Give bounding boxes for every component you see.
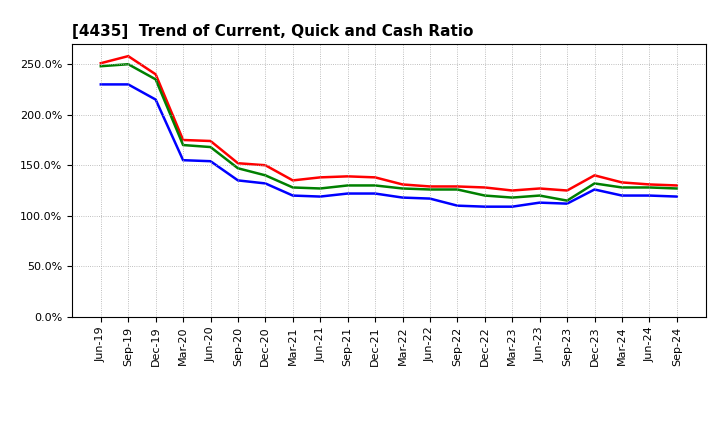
Quick Ratio: [261, 173, 270, 178]
Cash Ratio: [261, 181, 270, 186]
Quick Ratio: [96, 64, 105, 69]
Quick Ratio: [508, 195, 516, 200]
Current Ratio: [590, 173, 599, 178]
Quick Ratio: [563, 198, 572, 203]
Cash Ratio: [343, 191, 352, 196]
Cash Ratio: [316, 194, 325, 199]
Cash Ratio: [563, 201, 572, 206]
Cash Ratio: [426, 196, 434, 201]
Current Ratio: [618, 180, 626, 185]
Quick Ratio: [645, 185, 654, 190]
Current Ratio: [316, 175, 325, 180]
Cash Ratio: [151, 97, 160, 102]
Quick Ratio: [590, 181, 599, 186]
Cash Ratio: [398, 195, 407, 200]
Current Ratio: [289, 178, 297, 183]
Cash Ratio: [480, 204, 489, 209]
Current Ratio: [96, 61, 105, 66]
Cash Ratio: [179, 158, 187, 163]
Quick Ratio: [289, 185, 297, 190]
Line: Cash Ratio: Cash Ratio: [101, 84, 677, 207]
Quick Ratio: [536, 193, 544, 198]
Cash Ratio: [618, 193, 626, 198]
Quick Ratio: [179, 143, 187, 148]
Cash Ratio: [536, 200, 544, 205]
Current Ratio: [453, 184, 462, 189]
Cash Ratio: [508, 204, 516, 209]
Current Ratio: [151, 72, 160, 77]
Cash Ratio: [590, 187, 599, 192]
Current Ratio: [426, 184, 434, 189]
Quick Ratio: [480, 193, 489, 198]
Quick Ratio: [343, 183, 352, 188]
Cash Ratio: [124, 82, 132, 87]
Current Ratio: [124, 54, 132, 59]
Cash Ratio: [96, 82, 105, 87]
Cash Ratio: [672, 194, 681, 199]
Cash Ratio: [289, 193, 297, 198]
Cash Ratio: [233, 178, 242, 183]
Quick Ratio: [426, 187, 434, 192]
Current Ratio: [233, 161, 242, 166]
Current Ratio: [179, 137, 187, 143]
Quick Ratio: [371, 183, 379, 188]
Current Ratio: [343, 174, 352, 179]
Line: Current Ratio: Current Ratio: [101, 56, 677, 191]
Quick Ratio: [124, 62, 132, 67]
Current Ratio: [371, 175, 379, 180]
Current Ratio: [206, 138, 215, 143]
Quick Ratio: [206, 144, 215, 150]
Quick Ratio: [151, 77, 160, 82]
Current Ratio: [508, 188, 516, 193]
Current Ratio: [672, 183, 681, 188]
Cash Ratio: [206, 158, 215, 164]
Current Ratio: [563, 188, 572, 193]
Current Ratio: [536, 186, 544, 191]
Quick Ratio: [672, 186, 681, 191]
Cash Ratio: [453, 203, 462, 208]
Line: Quick Ratio: Quick Ratio: [101, 64, 677, 201]
Current Ratio: [645, 182, 654, 187]
Quick Ratio: [453, 187, 462, 192]
Current Ratio: [261, 163, 270, 168]
Cash Ratio: [645, 193, 654, 198]
Quick Ratio: [618, 185, 626, 190]
Quick Ratio: [233, 165, 242, 171]
Text: [4435]  Trend of Current, Quick and Cash Ratio: [4435] Trend of Current, Quick and Cash …: [72, 24, 473, 39]
Cash Ratio: [371, 191, 379, 196]
Quick Ratio: [398, 186, 407, 191]
Current Ratio: [480, 185, 489, 190]
Current Ratio: [398, 182, 407, 187]
Quick Ratio: [316, 186, 325, 191]
